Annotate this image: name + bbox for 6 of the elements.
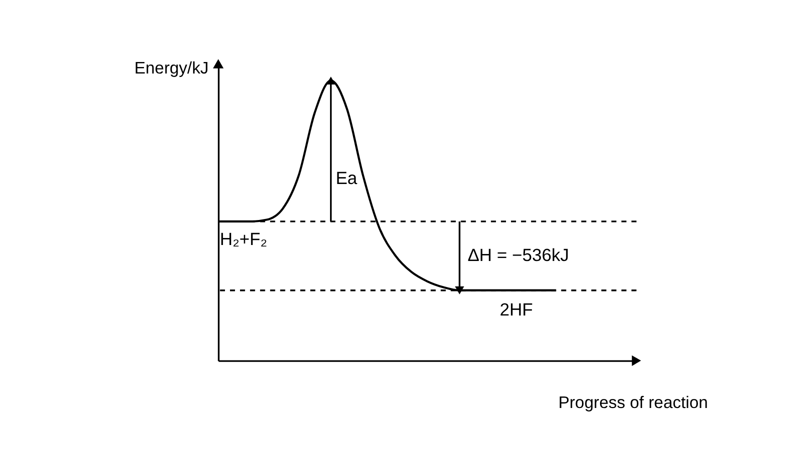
annotation: 2HF	[500, 299, 534, 320]
y-axis-title: Energy/kJ	[134, 58, 209, 78]
annotation: H₂+F₂	[220, 228, 268, 249]
x-axis-title: Progress of reaction	[558, 392, 708, 412]
annotation: ΔH = −536kJ	[468, 244, 570, 265]
annotation: Ea	[336, 168, 358, 188]
